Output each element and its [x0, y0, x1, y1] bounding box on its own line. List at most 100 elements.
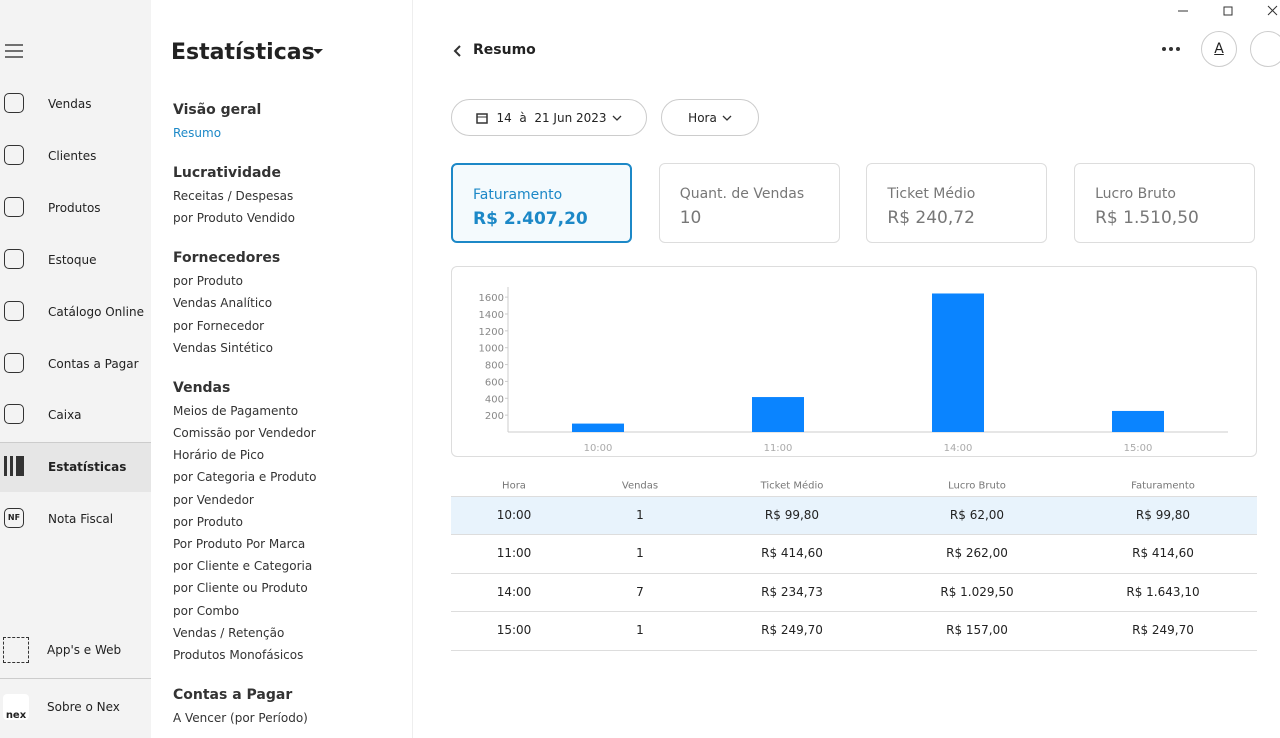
nav-item[interactable]: Estatísticas [48, 460, 127, 475]
x-tick-label: 14:00 [944, 443, 973, 454]
stat-card[interactable]: Lucro Bruto R$ 1.510,50 [1074, 163, 1256, 243]
menu-item[interactable]: por Vendedor [173, 492, 254, 507]
menu-item[interactable]: Vendas Analítico [173, 296, 273, 311]
menu-item[interactable]: por Produto [173, 274, 244, 289]
nav-icon[interactable] [4, 300, 24, 321]
card-value: 10 [679, 208, 702, 228]
chart-panel [451, 266, 1257, 457]
date-filter[interactable]: 14 à 21 Jun 2023 [451, 99, 647, 136]
more-icon[interactable] [1160, 44, 1184, 54]
period-filter[interactable]: Hora [661, 99, 759, 136]
menu-item[interactable]: Vendas / Retenção [173, 625, 285, 640]
y-tick-label: 600 [485, 377, 504, 388]
menu-item[interactable]: por Categoria e Produto [173, 470, 317, 485]
column-header: Faturamento [1131, 480, 1195, 492]
table-cell: 1 [636, 508, 644, 522]
card-value: R$ 1.510,50 [1095, 208, 1199, 228]
nav-icon[interactable] [4, 352, 24, 373]
avatar[interactable]: A [1201, 31, 1237, 67]
settings-button[interactable] [1250, 31, 1280, 67]
nav-item[interactable]: Contas a Pagar [48, 356, 139, 371]
dropdown-caret[interactable] [312, 48, 324, 56]
y-tick-label: 800 [485, 361, 504, 372]
table-cell: R$ 234,73 [761, 584, 823, 599]
table-cell: 1 [636, 623, 644, 638]
nav-item[interactable]: Caixa [48, 408, 82, 423]
table-row[interactable] [451, 572, 1257, 612]
menu-item[interactable]: por Cliente ou Produto [173, 581, 308, 596]
card-label: Lucro Bruto [1095, 186, 1176, 202]
table-cell: 15:00 [496, 623, 532, 638]
menu-item[interactable]: por Cliente e Categoria [173, 559, 313, 574]
menu-item[interactable]: por Produto Vendido [173, 211, 296, 226]
apps-icon[interactable] [3, 637, 29, 663]
table-cell: R$ 262,00 [946, 546, 1008, 561]
restore[interactable] [1223, 6, 1233, 16]
column-header: Hora [502, 480, 526, 492]
y-tick-label: 1600 [479, 293, 504, 304]
sidebar: Vendas Clientes Produtos Estoque Catálogo On… [0, 0, 151, 738]
menu-item[interactable]: A Vencer (por Período) [173, 711, 308, 725]
card-label: Faturamento [473, 187, 563, 203]
menu-item[interactable]: por Produto [173, 514, 244, 529]
active-row [0, 443, 151, 492]
table-cell: 7 [636, 584, 644, 599]
nav-icon[interactable] [4, 404, 24, 425]
card-value: R$ 2.407,20 [473, 209, 588, 229]
menu-heading: Lucratividade [173, 165, 281, 181]
nav-item[interactable]: App's e Web [47, 643, 122, 657]
nav-item[interactable]: Catálogo Online [48, 304, 144, 319]
nex-logo[interactable]: nex [3, 694, 29, 721]
menu-item[interactable]: Resumo [173, 126, 222, 140]
x-tick-label: 15:00 [1124, 443, 1153, 454]
stat-card[interactable]: Faturamento R$ 2.407,20 [451, 163, 632, 243]
menu-item[interactable]: Produtos Monofásicos [173, 648, 304, 662]
column-header: Vendas [621, 480, 659, 492]
window-controls [1178, 5, 1278, 16]
table-cell: R$ 62,00 [949, 508, 1005, 522]
menu-title[interactable]: Estatísticas [171, 40, 315, 65]
table-cell: R$ 249,70 [761, 623, 823, 638]
menu-item[interactable]: Vendas Sintético [173, 340, 273, 355]
y-tick-label: 1200 [479, 327, 504, 338]
nav-item[interactable]: Produtos [48, 200, 101, 215]
nav-icon[interactable] [4, 248, 24, 269]
menu-item[interactable]: Meios de Pagamento [173, 403, 299, 418]
table-cell: R$ 414,60 [761, 546, 823, 561]
menu-item[interactable]: Por Produto Por Marca [173, 537, 306, 551]
nav-item[interactable]: Sobre o Nex [47, 700, 120, 714]
close[interactable] [1267, 5, 1278, 16]
menu-heading: Fornecedores [173, 250, 281, 267]
menu-item[interactable]: por Combo [173, 603, 240, 618]
menu-item[interactable]: Receitas / Despesas [173, 189, 294, 203]
nav-icon[interactable]: NF [4, 508, 24, 529]
table-cell: R$ 249,70 [1132, 623, 1194, 638]
menu-item[interactable]: Horário de Pico [173, 448, 265, 463]
nav-icon[interactable] [4, 144, 24, 165]
table-row[interactable] [451, 534, 1257, 573]
hamburger-icon[interactable] [5, 44, 25, 58]
chevron [722, 115, 732, 121]
stat-card[interactable]: Ticket Médio R$ 240,72 [866, 163, 1048, 243]
table-row[interactable] [451, 611, 1257, 652]
divider [0, 442, 151, 443]
table-row[interactable] [451, 496, 1257, 535]
nav-item[interactable]: Nota Fiscal [48, 512, 114, 527]
back-icon[interactable] [452, 44, 464, 58]
menu-item[interactable]: por Fornecedor [173, 318, 265, 333]
menu-heading: Visão geral [173, 102, 262, 118]
bar [572, 423, 624, 432]
menu-heading: Contas a Pagar [173, 687, 293, 703]
period: Hora [688, 110, 717, 125]
nav-item[interactable]: Estoque [48, 252, 97, 267]
nav-icon[interactable] [4, 196, 24, 217]
table-cell: 14:00 [496, 584, 532, 599]
nav-item[interactable]: Clientes [48, 148, 97, 163]
calendar-icon [476, 112, 489, 124]
nav-icon[interactable] [4, 93, 24, 113]
nav-item[interactable]: Vendas [48, 97, 92, 111]
menu-item[interactable]: Comissão por Vendedor [173, 426, 316, 440]
nav-icon[interactable] [4, 456, 24, 477]
card-value: R$ 240,72 [887, 208, 975, 228]
stat-card[interactable]: Quant. de Vendas 10 [658, 163, 840, 243]
